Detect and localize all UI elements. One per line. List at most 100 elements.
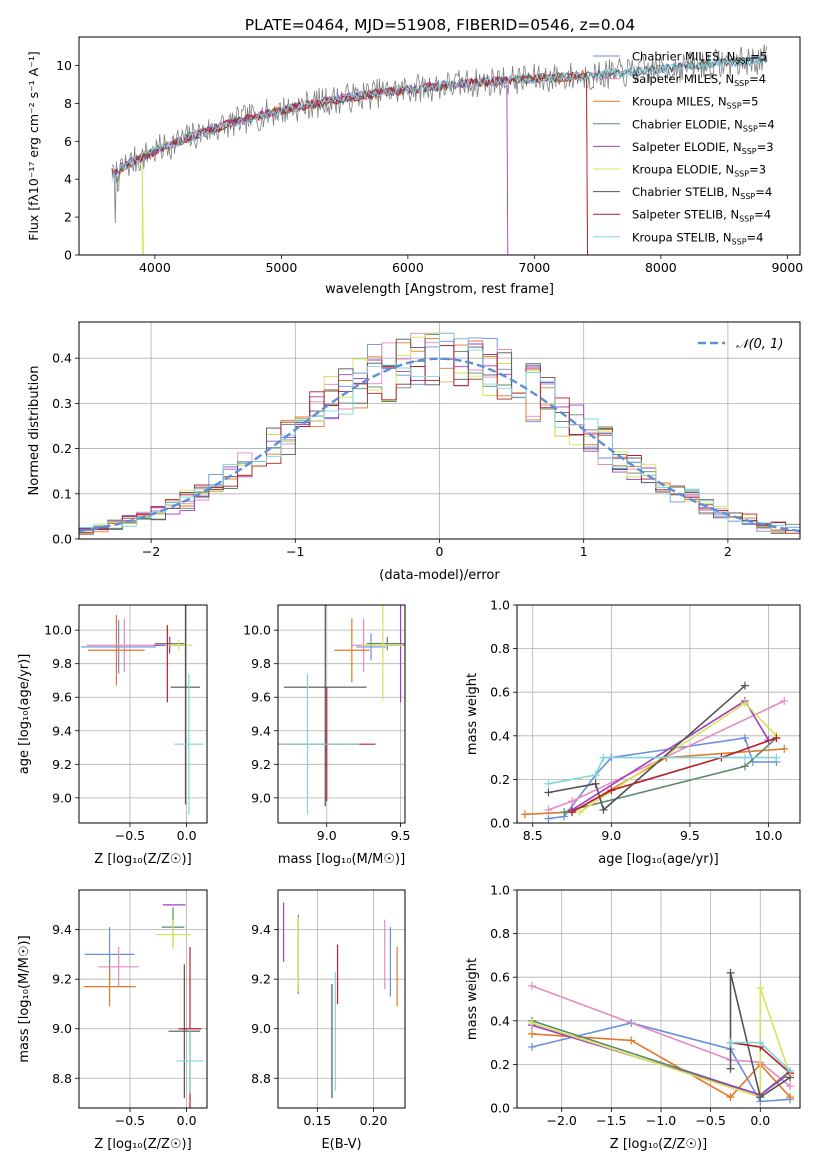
y-tick-label: 10.0 <box>243 623 271 638</box>
x-tick-label: 1 <box>580 544 588 559</box>
weight-vs-metallicity-panel: −2.0 −1.5 −1.0 −0.5 0.0 0.0 0.2 0.4 0.6 0.8 1.0 Z [… <box>465 883 801 1152</box>
legend-label: Kroupa STELIB, NSSP=4 <box>632 230 763 246</box>
weight-marker <box>627 1036 636 1045</box>
weight-marker <box>756 984 765 993</box>
x-axis-label: Z [log₁₀(Z/Z☉)] <box>94 852 191 867</box>
errorbar-point <box>168 964 201 1099</box>
x-tick-label: 0.20 <box>360 1113 388 1128</box>
legend: Chabrier MILES, NSSP=5 Salpeter MILES, NS… <box>593 50 775 246</box>
legend-label: 𝒩(0, 1) <box>736 337 783 352</box>
weight-marker <box>740 699 749 708</box>
y-tick-label: 0.0 <box>490 1101 510 1116</box>
y-tick-label: 0.3 <box>52 396 72 411</box>
y-tick-label: 0.8 <box>490 926 510 941</box>
y-axis-label: Normed distribution <box>27 366 42 496</box>
axes-frame <box>277 604 406 824</box>
legend-label: Chabrier ELODIE, NSSP=4 <box>632 117 775 133</box>
x-axis-label: Z [log₁₀(Z/Z☉)] <box>94 1137 191 1152</box>
x-tick-label: 7000 <box>518 260 550 275</box>
weight-vs-age-panel: 8.5 9.0 9.5 10.0 0.0 0.2 0.4 0.6 0.8 1.0 age [log₁… <box>465 598 801 867</box>
weight-marker <box>780 744 789 753</box>
weight-marker <box>591 771 600 780</box>
errorbar-point <box>366 636 405 651</box>
errorbar-point <box>98 946 140 987</box>
plot-area <box>81 605 204 815</box>
x-tick-label: 4000 <box>139 260 171 275</box>
residual-histogram-panel: −2 −1 0 1 2 0.0 0.1 0.2 0.3 0.4 (data-model)/error… <box>27 321 801 583</box>
mass-vs-metallicity-panel: −0.5 0.0 8.8 9.0 9.2 9.4 Z [log₁₀(Z/Z☉)] mass [… <box>17 889 208 1152</box>
plot-area <box>520 681 789 823</box>
errorbar-point <box>362 605 404 701</box>
x-axis-label: Z [log₁₀(Z/Z☉)] <box>610 1137 707 1152</box>
y-tick-label: 9.4 <box>251 723 271 738</box>
weight-marker <box>568 808 577 817</box>
legend-label: Chabrier STELIB, NSSP=4 <box>632 185 772 201</box>
weight-marker <box>756 1038 765 1047</box>
weight-marker <box>740 733 749 742</box>
weight-marker <box>599 805 608 814</box>
plot-area <box>111 44 768 255</box>
x-tick-label: 9.0 <box>601 828 621 843</box>
y-tick-label: 0.8 <box>490 641 510 656</box>
weight-marker <box>544 779 553 788</box>
y-tick-label: 9.0 <box>251 1021 271 1036</box>
weight-series-line <box>563 737 777 813</box>
weight-marker <box>599 753 608 762</box>
y-tick-label: 9.2 <box>251 757 271 772</box>
weight-series-line <box>729 972 791 1099</box>
y-tick-label: 0.2 <box>490 1057 510 1072</box>
y-tick-label: 2 <box>64 210 72 225</box>
y-tick-label: 9.4 <box>251 922 271 937</box>
weight-series-line <box>571 737 777 813</box>
x-tick-label: 9.0 <box>317 828 337 843</box>
errorbar-point <box>334 618 370 683</box>
model-spectrum-line <box>111 54 768 182</box>
weight-marker <box>527 981 536 990</box>
weight-marker <box>740 753 749 762</box>
legend-label: Kroupa ELODIE, NSSP=3 <box>632 163 766 179</box>
y-axis-label: mass [log₁₀(M/M☉)] <box>17 935 32 1062</box>
legend-label: Kroupa MILES, NSSP=5 <box>632 95 758 111</box>
weight-marker <box>544 788 553 797</box>
x-axis-label: E(B-V) <box>321 1137 361 1152</box>
y-axis-label: mass weight <box>465 958 480 1040</box>
weight-marker <box>780 696 789 705</box>
errorbar-point <box>283 605 367 807</box>
y-tick-label: 0.4 <box>490 1013 510 1028</box>
age-vs-mass-panel: 9.0 9.5 9.0 9.2 9.4 9.6 9.8 10.0 mass [log₁₀(M/M… <box>243 604 411 867</box>
plot-area <box>79 332 800 539</box>
weight-marker <box>607 786 616 795</box>
weight-marker <box>740 762 749 771</box>
y-tick-label: 9.2 <box>52 972 72 987</box>
legend-label: Salpeter MILES, NSSP=4 <box>632 72 766 88</box>
errorbar-point <box>156 919 191 950</box>
y-tick-label: 10 <box>56 58 72 73</box>
y-axis-label: Flux [fλ10⁻¹⁷ erg cm⁻² s⁻¹ A⁻¹] <box>26 51 41 240</box>
x-tick-label: −0.5 <box>695 1113 725 1128</box>
mass-vs-extinction-panel: 0.15 0.20 8.8 9.0 9.2 9.4 E(B-V) <box>251 889 406 1152</box>
weight-marker <box>520 810 529 819</box>
x-tick-label: 9.5 <box>680 828 700 843</box>
weight-marker <box>772 753 781 762</box>
y-tick-label: 9.4 <box>52 723 72 738</box>
histogram-step-line <box>79 345 800 539</box>
weight-marker <box>786 1066 795 1075</box>
plot-area <box>527 968 795 1106</box>
axes-frame <box>516 889 801 1109</box>
weight-marker <box>726 968 735 977</box>
age-vs-metallicity-panel: −0.5 0.0 9.0 9.2 9.4 9.6 9.8 10.0 Z [log₁₀(Z/Z☉)… <box>17 604 208 867</box>
x-axis-label: age [log₁₀(age/yr)] <box>598 852 719 867</box>
y-tick-label: 4 <box>64 172 72 187</box>
x-tick-label: 8000 <box>645 260 677 275</box>
y-tick-label: 9.6 <box>251 690 271 705</box>
weight-marker <box>740 681 749 690</box>
weight-marker <box>527 1018 536 1027</box>
y-tick-label: 1.0 <box>490 598 510 613</box>
y-tick-label: 0.2 <box>52 441 72 456</box>
x-tick-label: 0.0 <box>177 1113 197 1128</box>
histogram-step-line <box>79 332 800 539</box>
axes-frame <box>78 36 801 256</box>
weight-marker <box>726 1038 735 1047</box>
y-tick-label: 8.8 <box>251 1071 271 1086</box>
errorbar-point <box>165 640 193 651</box>
